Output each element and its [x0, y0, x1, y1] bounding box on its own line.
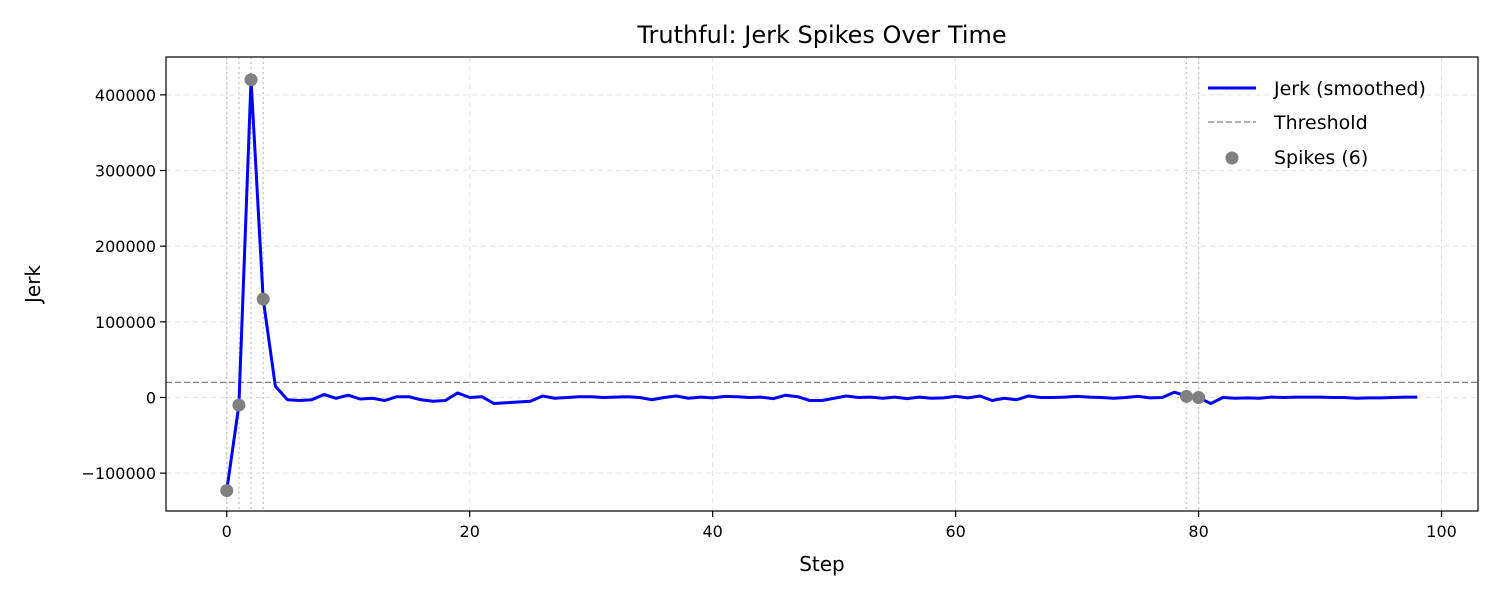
y-tick-label: 300000 [95, 162, 156, 181]
y-tick-label: 100000 [95, 313, 156, 332]
y-axis-ticks: −100000 0 100000 200000 300000 400000 [82, 86, 166, 483]
spike-point [1192, 391, 1206, 404]
chart-title: Truthful: Jerk Spikes Over Time [636, 21, 1006, 49]
x-tick-label: 100 [1426, 522, 1457, 541]
y-tick-label: −100000 [82, 464, 156, 483]
x-tick-label: 40 [702, 522, 722, 541]
y-tick-label: 400000 [95, 86, 156, 105]
legend-label-threshold: Threshold [1273, 112, 1368, 134]
x-tick-label: 20 [460, 522, 480, 541]
legend-label-spikes: Spikes (6) [1274, 147, 1368, 169]
spike-point [244, 73, 258, 87]
spike-points [220, 73, 1206, 498]
x-axis-title: Step [799, 552, 845, 576]
series-line-jerk [225, 78, 1418, 491]
series-lines [225, 78, 1418, 491]
x-tick-label: 80 [1188, 522, 1208, 541]
x-axis-ticks: 0 20 40 60 80 100 [222, 511, 1457, 541]
x-tick-label: 0 [222, 522, 232, 541]
spike-point [232, 398, 246, 412]
y-tick-label: 200000 [95, 237, 156, 256]
spike-point [1179, 389, 1193, 403]
spike-point [220, 484, 234, 498]
x-tick-label: 60 [945, 522, 965, 541]
y-tick-label: 0 [146, 389, 156, 408]
legend-label-jerk: Jerk (smoothed) [1273, 78, 1426, 100]
spike-point [256, 292, 270, 306]
legend: Jerk (smoothed) Threshold Spikes (6) [1208, 78, 1426, 169]
y-axis-title: Jerk [21, 265, 45, 305]
plot-area-frame [165, 56, 1479, 512]
legend-swatch-spikes [1225, 151, 1239, 165]
